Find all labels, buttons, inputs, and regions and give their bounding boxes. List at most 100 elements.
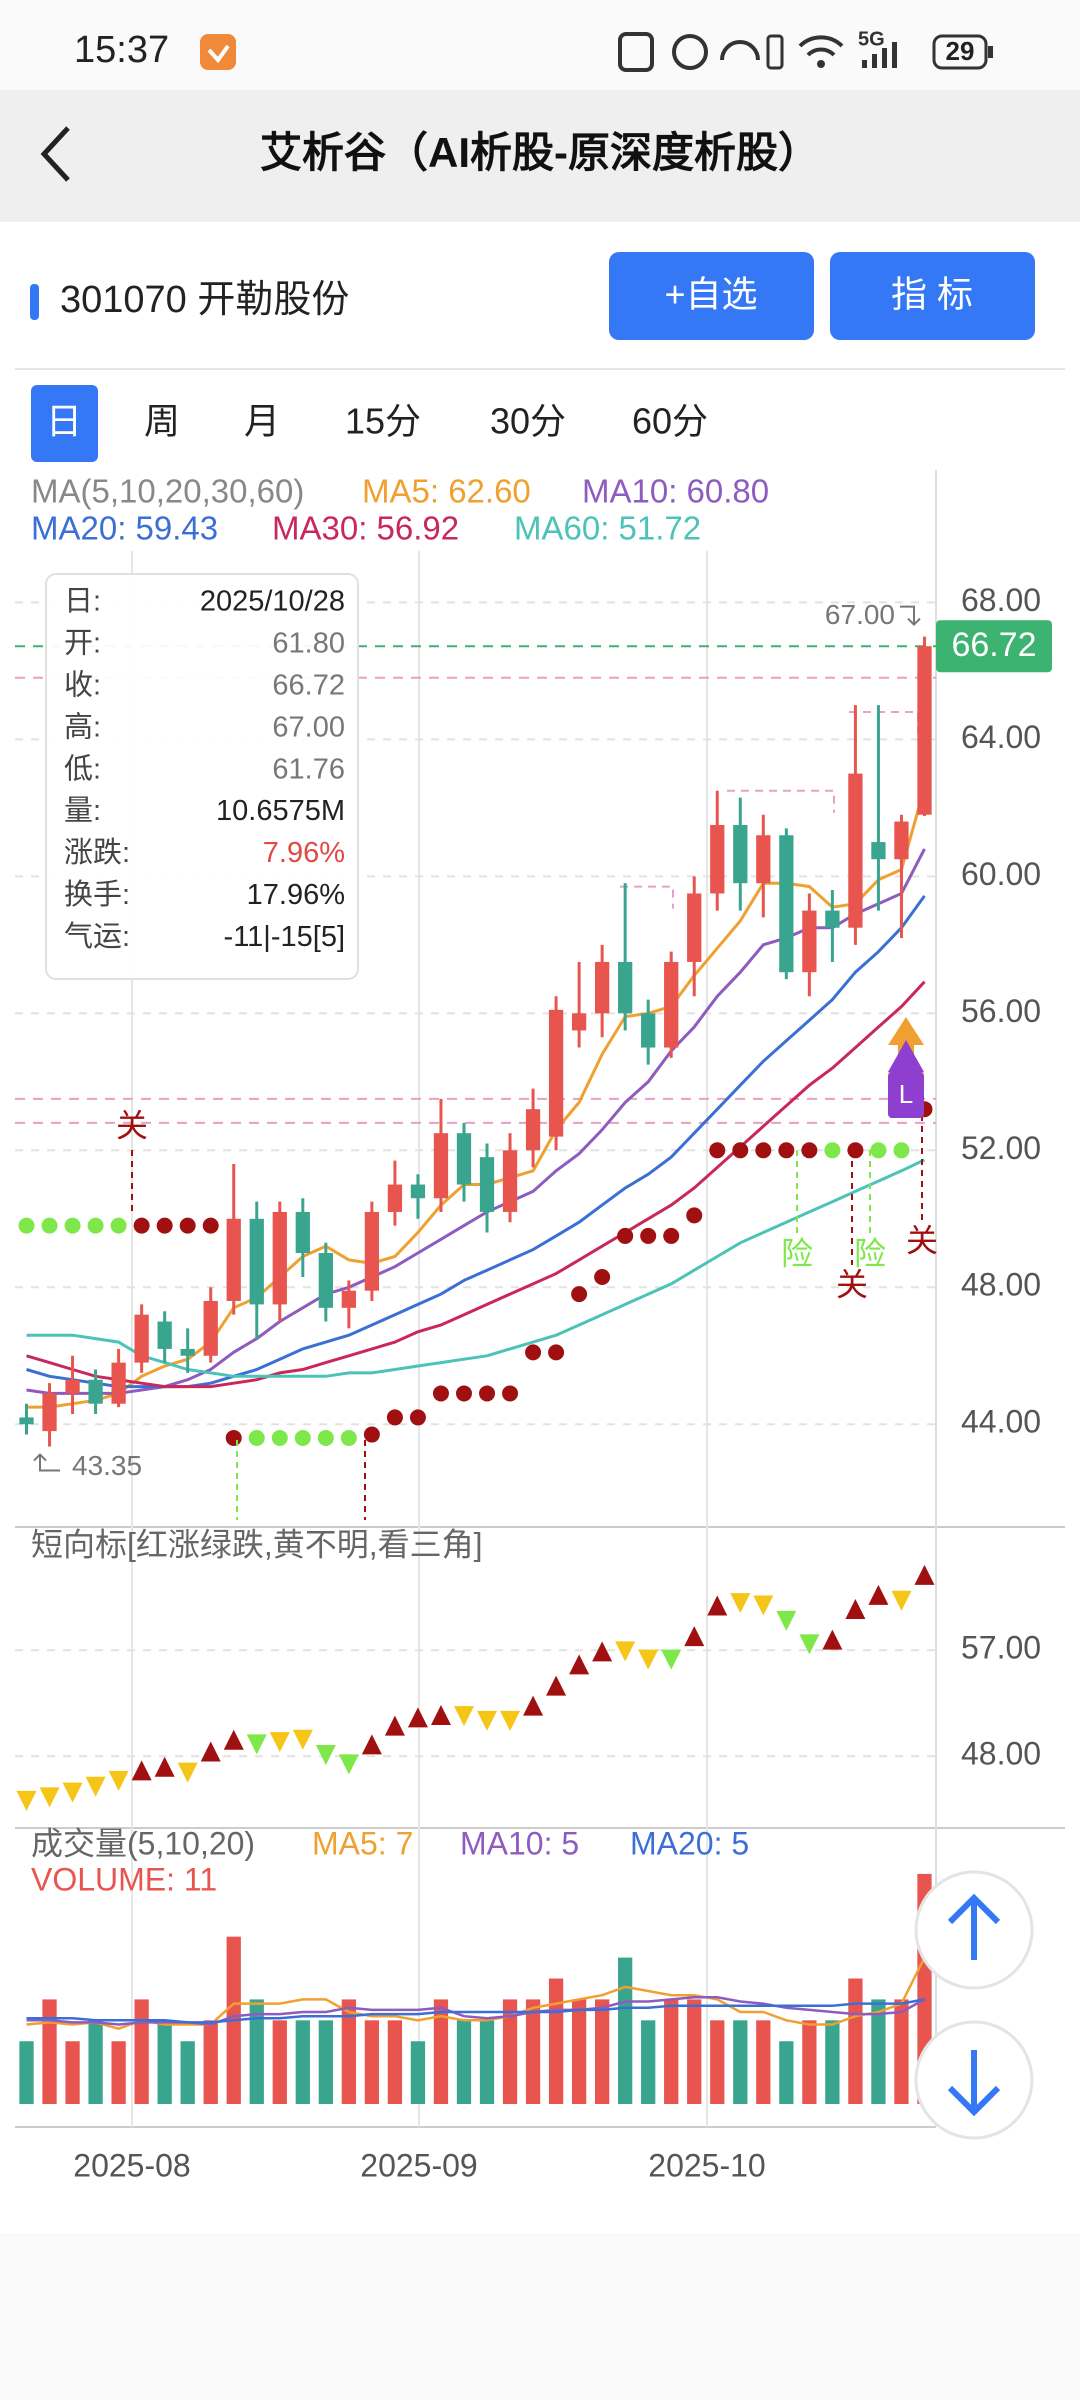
volume-bar [664, 1999, 679, 2104]
x-tick-label: 2025-09 [360, 2147, 477, 2183]
y-tick-label: 64.00 [961, 719, 1041, 755]
indicator-label: 指 标 [891, 274, 973, 315]
candle-body [894, 821, 909, 860]
volume-bar [571, 1999, 587, 2104]
annotation: 关 [836, 1266, 868, 1302]
trend-triangle [108, 1770, 129, 1791]
volume-bar [641, 2020, 656, 2104]
signal-dot [133, 1217, 150, 1234]
annotation: 险 [854, 1235, 886, 1271]
volume-bar [871, 1999, 886, 2104]
signal-marker-tip [888, 1040, 924, 1072]
trend-triangle [868, 1584, 889, 1605]
page-title: 艾析谷（AI析股-原深度析股） [260, 129, 820, 176]
candle-body [802, 910, 817, 973]
candle-body [710, 824, 725, 894]
volume-bar [548, 1978, 564, 2104]
signal-dot [409, 1409, 426, 1426]
signal-dot [709, 1142, 726, 1159]
candle-body [456, 1133, 472, 1185]
candle-body [917, 646, 932, 815]
wifi-icon [798, 35, 844, 57]
signal-dot [455, 1385, 472, 1402]
signal-dot [271, 1429, 288, 1446]
candle-body [318, 1253, 333, 1308]
watchlist-label: +自选 [664, 274, 757, 315]
volume-bar [19, 2041, 34, 2104]
annotation: 关 [116, 1107, 148, 1143]
volume-bar [456, 2020, 472, 2104]
trend-triangle [500, 1710, 521, 1731]
period-tab[interactable]: 日 [46, 401, 82, 442]
trend-triangle [177, 1762, 198, 1783]
signal-dot [824, 1142, 841, 1159]
trend-triangle [661, 1649, 682, 1670]
trend-triangle [684, 1626, 705, 1647]
nav-bar [0, 2233, 1080, 2400]
app-icon [200, 34, 236, 70]
candle-body [779, 835, 794, 973]
y-tick-label: 68.00 [961, 582, 1041, 618]
period-tab[interactable]: 60分 [632, 401, 708, 442]
signal-marker-label: L [899, 1079, 913, 1109]
volume-bar [42, 1999, 57, 2104]
period-tab[interactable]: 月 [244, 401, 280, 442]
volume-bar [894, 1999, 909, 2104]
ma-legend: MA20: 59.43 [31, 510, 218, 547]
candle-body [88, 1379, 103, 1404]
trend-triangle [914, 1564, 935, 1585]
signal-dot [594, 1269, 611, 1286]
last-price-label: 66.72 [951, 626, 1036, 664]
candle-body [272, 1211, 287, 1305]
candle-body [433, 1133, 449, 1199]
info-label: 换手: [64, 878, 130, 911]
trend-triangle [845, 1599, 866, 1620]
stock-marker [30, 284, 39, 320]
candle-body [341, 1290, 357, 1308]
signal-dot [202, 1217, 219, 1234]
info-label: 涨跌: [64, 836, 130, 869]
battery [932, 34, 988, 70]
signal-dot [41, 1217, 58, 1234]
ma-legend: MA60: 51.72 [514, 510, 701, 547]
volume-legend: VOLUME: 11 [31, 1861, 217, 1897]
period-tab[interactable]: 15分 [345, 401, 421, 442]
volume-bar [157, 2020, 172, 2104]
candle-body [548, 1009, 564, 1137]
ma-line [26, 848, 926, 1395]
trend-triangle [85, 1776, 106, 1797]
trend-triangle [39, 1787, 60, 1808]
trend-triangle [131, 1760, 152, 1781]
volume-bar [618, 1957, 633, 2104]
signal-dot [432, 1385, 449, 1402]
active-tab[interactable] [31, 385, 98, 462]
signal-dot [663, 1227, 680, 1244]
period-tab[interactable]: 30分 [490, 401, 566, 442]
ma-line [26, 980, 926, 1389]
signal-dot [870, 1142, 887, 1159]
candle-body [19, 1417, 34, 1425]
info-value: 67.00 [272, 711, 345, 743]
volume-bar [65, 2041, 80, 2104]
app-icon-check [207, 44, 230, 64]
signal-dot [18, 1217, 35, 1234]
info-value: 61.80 [272, 628, 345, 660]
y-tick-label: 57.00 [961, 1630, 1041, 1666]
candle-body [387, 1184, 403, 1212]
signal-dot [363, 1426, 380, 1443]
signal-dot [156, 1217, 173, 1234]
watchlist-button[interactable] [609, 252, 814, 340]
volume-bar [203, 2020, 218, 2104]
back-button[interactable] [40, 126, 70, 182]
trend-triangle [615, 1641, 636, 1662]
indicator-button[interactable] [830, 252, 1035, 340]
trend-triangle [776, 1610, 797, 1631]
trend-triangle [569, 1654, 590, 1675]
period-tab[interactable]: 周 [144, 401, 180, 442]
volume-ma-legend: MA10: 5 [460, 1825, 579, 1861]
volume-bar [687, 1999, 702, 2104]
candle-body [65, 1379, 80, 1394]
trend-triangle [453, 1706, 474, 1727]
trend-triangle [338, 1754, 359, 1775]
candle-body [641, 1013, 656, 1048]
